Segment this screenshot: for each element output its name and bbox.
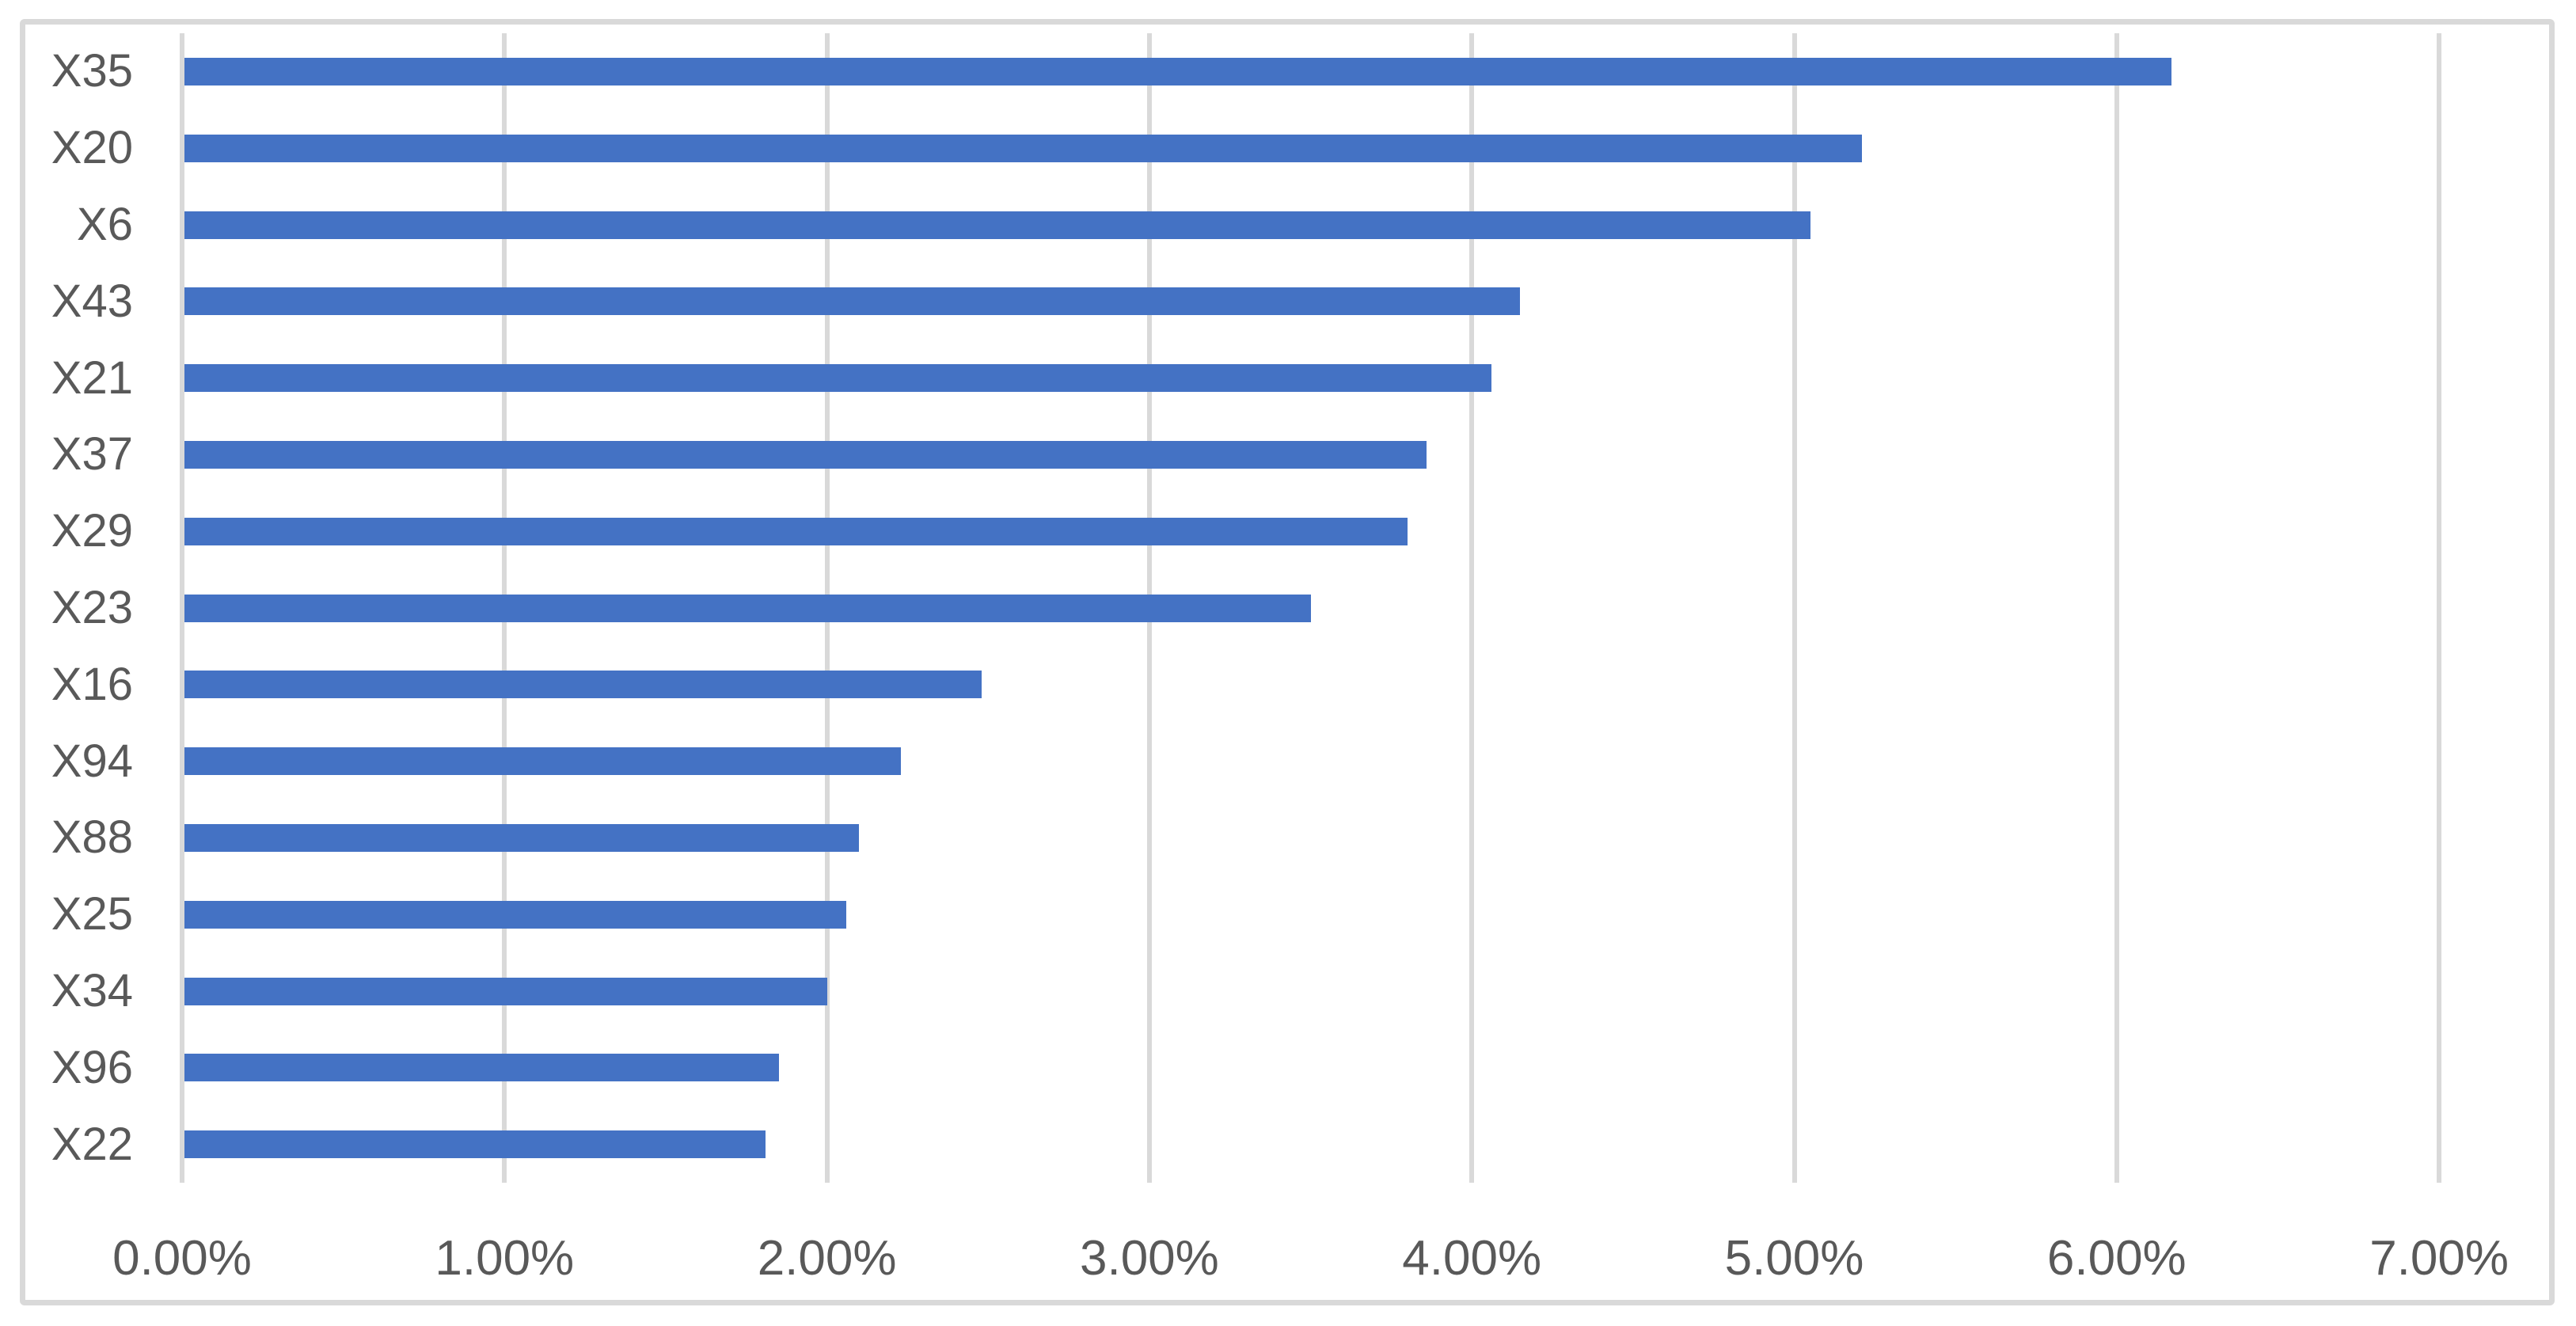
category-label: X34 <box>51 965 133 1016</box>
x-axis-tick-label: 3.00% <box>1079 1231 1219 1286</box>
x-axis-tick-label: 6.00% <box>2046 1231 2187 1286</box>
bar <box>184 440 1427 469</box>
category-label: X37 <box>51 428 133 481</box>
category-label: X22 <box>51 1118 133 1170</box>
x-axis-tick-label: 4.00% <box>1402 1231 1542 1286</box>
bar <box>184 671 982 699</box>
category-label: X20 <box>51 122 133 174</box>
category-label: X88 <box>51 811 133 864</box>
x-axis-tick-label: 0.00% <box>112 1231 252 1286</box>
gridline <box>1791 33 1797 1183</box>
bar <box>184 211 1810 239</box>
category-label: X23 <box>51 582 133 633</box>
x-axis-tick-label: 7.00% <box>2369 1231 2509 1286</box>
bar <box>184 594 1311 622</box>
bar <box>184 1130 766 1159</box>
gridline <box>2437 33 2442 1183</box>
category-label: X6 <box>77 199 133 250</box>
gridline <box>2114 33 2119 1183</box>
bar <box>184 134 1863 162</box>
bar <box>184 287 1521 316</box>
x-axis-tick-label: 5.00% <box>1724 1231 1864 1286</box>
category-label: X21 <box>51 351 133 404</box>
category-label: X35 <box>51 45 133 97</box>
x-axis-tick-label: 2.00% <box>757 1231 897 1286</box>
bar <box>184 1054 779 1082</box>
bar <box>184 364 1491 393</box>
bar <box>184 57 2172 85</box>
category-label: X29 <box>51 505 133 557</box>
bar <box>184 823 860 852</box>
gridline <box>1469 33 1475 1183</box>
category-label: X25 <box>51 888 133 940</box>
category-label: X96 <box>51 1041 133 1093</box>
value-axis-line <box>180 33 184 1183</box>
bar <box>184 747 902 776</box>
bar <box>184 977 827 1005</box>
category-label: X43 <box>51 275 133 327</box>
category-label: X16 <box>51 658 133 710</box>
x-axis-tick-label: 1.00% <box>435 1231 575 1286</box>
bar <box>184 900 847 929</box>
category-label: X94 <box>51 735 133 787</box>
bar <box>184 517 1408 545</box>
